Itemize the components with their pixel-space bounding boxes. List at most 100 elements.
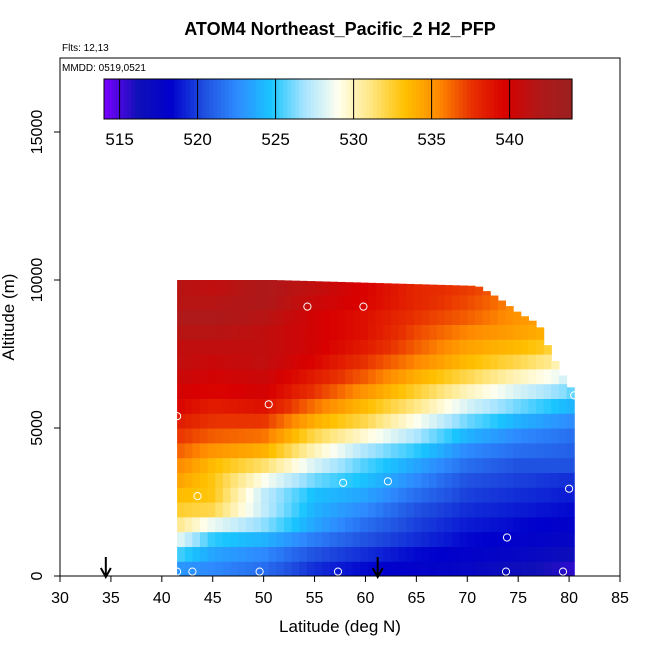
heatmap-cell — [436, 472, 445, 488]
heatmap-cell — [268, 442, 277, 459]
colorbar-segment — [279, 79, 284, 119]
heatmap-cell — [284, 472, 293, 488]
heatmap-cell — [398, 442, 407, 459]
x-tick-label: 40 — [153, 590, 171, 607]
heatmap-cell — [436, 516, 445, 533]
heatmap-cell — [490, 398, 499, 414]
heatmap-cell — [459, 294, 468, 311]
heatmap-cell — [230, 502, 239, 518]
colorbar-segment — [111, 79, 117, 119]
heatmap-cell — [513, 311, 522, 325]
heatmap-cell — [276, 487, 285, 503]
heatmap-cell — [505, 368, 514, 385]
colorbar-segment — [275, 79, 281, 119]
heatmap-cell — [482, 368, 491, 385]
heatmap-cell — [429, 442, 438, 459]
heatmap-cell — [566, 487, 575, 503]
heatmap-cell — [513, 502, 522, 518]
heatmap-cell — [207, 383, 216, 399]
heatmap-cell — [360, 561, 369, 576]
heatmap-cell — [528, 516, 537, 533]
heatmap-cell — [482, 413, 491, 429]
heatmap-cell — [383, 442, 392, 459]
heatmap-cell — [230, 398, 239, 414]
heatmap-cell — [238, 531, 247, 547]
heatmap-cell — [390, 339, 400, 355]
heatmap-cell — [421, 309, 430, 325]
heatmap-cell — [352, 487, 361, 503]
sample-point — [532, 308, 541, 317]
heatmap-cell — [528, 368, 537, 385]
heatmap-cell — [452, 502, 461, 518]
heatmap-cell — [452, 487, 461, 503]
colorbar-segment — [119, 79, 125, 119]
heatmap-cell — [192, 354, 201, 370]
heatmap-cell — [413, 398, 423, 414]
heatmap-cell — [398, 516, 407, 533]
heatmap-cell — [505, 546, 514, 562]
heatmap-cell — [398, 309, 407, 325]
heatmap-cell — [222, 383, 232, 399]
heatmap-cell — [253, 280, 262, 296]
colorbar-segment — [509, 79, 515, 119]
heatmap-cell — [497, 428, 507, 444]
heatmap-cell — [375, 309, 384, 325]
heatmap-cell — [184, 487, 193, 503]
colorbar-segment — [494, 79, 499, 119]
heatmap-cell — [245, 398, 255, 414]
heatmap-cell — [222, 457, 232, 473]
sample-point — [193, 492, 202, 501]
heatmap-cell — [536, 428, 545, 444]
heatmap-cell — [322, 339, 331, 355]
colorbar-segment — [361, 79, 366, 119]
colorbar-segment — [131, 79, 136, 119]
heatmap-cell — [505, 339, 514, 355]
heatmap-cell — [490, 354, 499, 370]
heatmap-cell — [375, 283, 384, 296]
heatmap-cell — [238, 354, 247, 370]
heatmap-cell — [566, 531, 575, 547]
heatmap-cell — [513, 413, 522, 429]
colorbar-segment — [353, 79, 359, 119]
colorbar-segment — [423, 79, 429, 119]
heatmap-cell — [520, 546, 529, 562]
colorbar-segment — [490, 79, 495, 119]
heatmap-cell — [490, 487, 499, 503]
heatmap-cell — [383, 339, 392, 355]
heatmap-cell — [452, 516, 461, 533]
heatmap-cell — [467, 546, 476, 562]
colorbar-segment — [185, 79, 191, 119]
heatmap-cell — [505, 324, 514, 340]
heatmap-cell — [238, 398, 247, 414]
colorbar-segment — [536, 79, 542, 119]
arrow-head — [99, 567, 112, 580]
heatmap-cell — [383, 546, 392, 562]
heatmap-cell — [184, 546, 193, 562]
heatmap-cell — [421, 531, 430, 547]
colorbar-segment — [146, 79, 152, 119]
heatmap-cell — [429, 472, 438, 488]
heatmap-cell — [222, 502, 232, 518]
heatmap-cell — [429, 428, 438, 444]
heatmap-cell — [528, 531, 537, 547]
heatmap-cell — [238, 502, 247, 518]
heatmap-cell — [268, 561, 277, 576]
heatmap-cell — [253, 398, 262, 414]
heatmap-cell — [291, 457, 300, 473]
heatmap-cell — [520, 413, 529, 429]
heatmap-cell — [566, 561, 575, 576]
heatmap-cell — [337, 309, 346, 325]
heatmap-cell — [459, 516, 468, 533]
heatmap-cell — [306, 368, 316, 385]
heatmap-cell — [520, 354, 529, 370]
heatmap-cell — [368, 487, 377, 503]
heatmap-cell — [314, 354, 323, 370]
heatmap-cell — [207, 354, 216, 370]
heatmap-cell — [406, 324, 415, 340]
heatmap-cell — [329, 502, 339, 518]
heatmap-cell — [192, 398, 201, 414]
heatmap-cell — [490, 428, 499, 444]
heatmap-cell — [474, 286, 484, 296]
heatmap-cell — [413, 502, 423, 518]
